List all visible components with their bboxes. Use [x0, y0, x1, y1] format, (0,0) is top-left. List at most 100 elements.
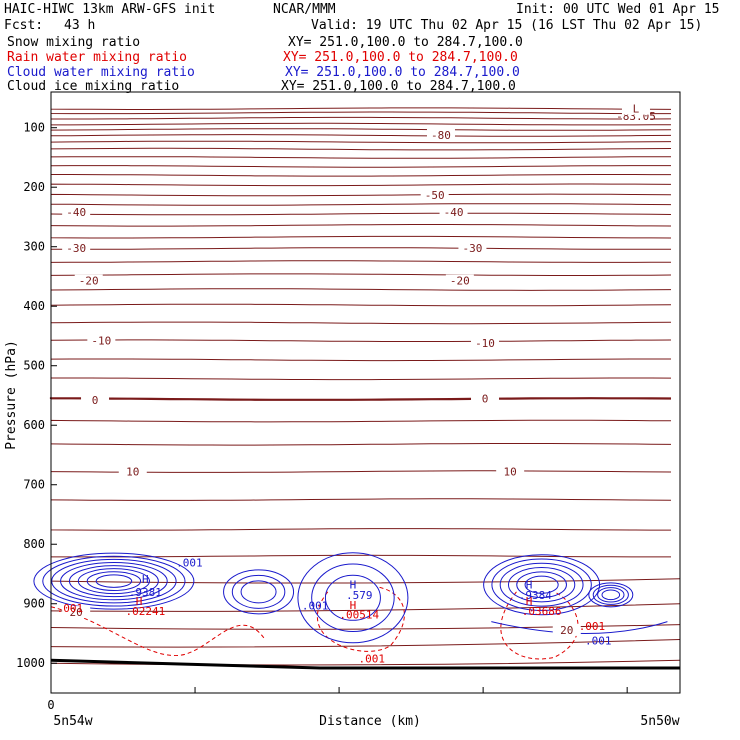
isotherm-line: [50, 224, 672, 227]
isotherm-line: [50, 134, 672, 137]
contour-label-bg: [118, 465, 147, 478]
extremum-label: .9384: [519, 589, 552, 602]
y-axis-label: Pressure (hPa): [4, 340, 19, 450]
contour-label-bg: [87, 334, 116, 347]
cloud-water-contour: [491, 558, 592, 611]
y-tick-label: 900: [23, 597, 45, 611]
contour-label-bg: [621, 102, 650, 115]
isotherm-line: [50, 260, 672, 263]
plot-frame: [50, 91, 681, 694]
valid-time: Valid: 19 UTC Thu 02 Apr 15 (16 LST Thu …: [311, 18, 703, 33]
temperature-contours: [49, 107, 681, 670]
isotherm-line: [50, 183, 672, 187]
extremum-label: .001: [579, 620, 606, 633]
isotherm-line: [50, 321, 672, 325]
temperature-contour-label: -30: [66, 242, 86, 255]
rain-field-xy: XY= 251.0,100.0 to 284.7,100.0: [283, 50, 518, 65]
isotherm-line: [50, 624, 681, 630]
snow-field-xy: XY= 251.0,100.0 to 284.7,100.0: [288, 35, 523, 50]
contour-label-bg: [552, 623, 581, 636]
extremum-label: .001: [176, 557, 203, 570]
isotherm-line: [50, 140, 672, 144]
temperature-contour-label: 0: [92, 394, 99, 407]
isotherm-line: [50, 203, 672, 206]
isotherm-line: [50, 273, 672, 276]
cloud-ice-field-xy: XY= 251.0,100.0 to 284.7,100.0: [281, 79, 516, 94]
temperature-contour-label: -80: [431, 129, 451, 142]
y-tick-label: 500: [23, 359, 45, 373]
cloud-water-contour: [524, 575, 559, 594]
surface-line: [50, 658, 680, 670]
temperature-contour-label: 10: [504, 466, 517, 479]
cloud-water-field-xy: XY= 251.0,100.0 to 284.7,100.0: [285, 65, 520, 80]
cloud-water-contour: [588, 582, 634, 608]
y-tick-label: 200: [23, 180, 45, 194]
extremum-label: .579: [346, 589, 373, 602]
extremum-label: .001: [585, 635, 612, 648]
y-tick-label: 1000: [16, 656, 45, 670]
contour-label-bg: [458, 241, 487, 254]
cloud-water-contour: [51, 558, 177, 604]
isotherm-line: [50, 212, 672, 216]
isotherm-line: [50, 156, 671, 159]
cloud-water-contour: [597, 587, 625, 603]
cloud-water-contour: [601, 589, 621, 601]
cloud-water-contour: [592, 584, 629, 605]
cloud-water-contour: [297, 552, 409, 644]
isotherm-line: [50, 107, 672, 110]
temperature-contour-label: 10: [126, 466, 139, 479]
extremum-label: .03686: [522, 605, 562, 618]
isotherm-line: [50, 111, 671, 115]
temperature-contour-label: -40: [444, 206, 464, 219]
cloud-water-contour: [33, 552, 195, 610]
cloud-water-contour: [42, 555, 186, 607]
extremum-label: .001: [359, 652, 386, 665]
cloud-water-contour: [324, 574, 381, 621]
cloud-water-contour: [499, 562, 584, 607]
isotherm-line: [50, 498, 672, 501]
extremum-label: .001: [302, 600, 329, 613]
cloud-water-contour: [516, 571, 567, 599]
temperature-contour-label: -20: [450, 275, 470, 288]
extremum-label: H: [142, 573, 149, 586]
extremum-label: H: [350, 579, 357, 592]
x-axis-label: Distance (km): [319, 714, 421, 729]
organization: NCAR/MMM: [273, 2, 336, 17]
cloud-water-contour: [231, 574, 286, 609]
extremum-label: .00514: [339, 608, 379, 621]
isotherm-line: [50, 377, 672, 381]
cloud-water-contour: [491, 621, 668, 634]
contour-label-bg: [81, 394, 110, 407]
isotherm-line: [50, 419, 672, 423]
y-tick-label: 700: [23, 478, 45, 492]
snow-field-label: Snow mixing ratio: [7, 35, 141, 50]
extremum-label: .001: [57, 602, 84, 615]
contour-label-bg: [496, 465, 525, 478]
contour-label-bg: [471, 337, 500, 350]
temperature-contour-label: -10: [91, 335, 111, 348]
extremum-label: H: [526, 579, 533, 592]
extremum-label: H: [136, 595, 143, 608]
contour-label-bg: [445, 274, 474, 287]
contour-label-bg: [62, 241, 91, 254]
isotherm-line: [50, 603, 681, 612]
x-start-label: 5n54w: [53, 714, 92, 729]
cloud-ice-field-label: Cloud ice mixing ratio: [7, 79, 180, 94]
temperature-contour-label: -20: [79, 275, 99, 288]
y-tick-label: 600: [23, 418, 45, 432]
isotherm-line: [50, 303, 672, 307]
isotherm-line: [50, 247, 671, 250]
contour-label-bg: [426, 128, 455, 141]
isotherm-line: [50, 235, 672, 239]
extremum-label: .9381: [129, 586, 162, 599]
temperature-contour-label: -30: [462, 242, 482, 255]
isotherm-line: [50, 165, 671, 168]
cloud-water-contour: [311, 563, 395, 633]
contour-label-bg: [471, 392, 500, 405]
y-tick-label: 400: [23, 299, 45, 313]
cloud-water-field-label: Cloud water mixing ratio: [7, 65, 195, 80]
cloud-water-contour: [240, 580, 277, 604]
isotherm-line: [50, 288, 672, 291]
